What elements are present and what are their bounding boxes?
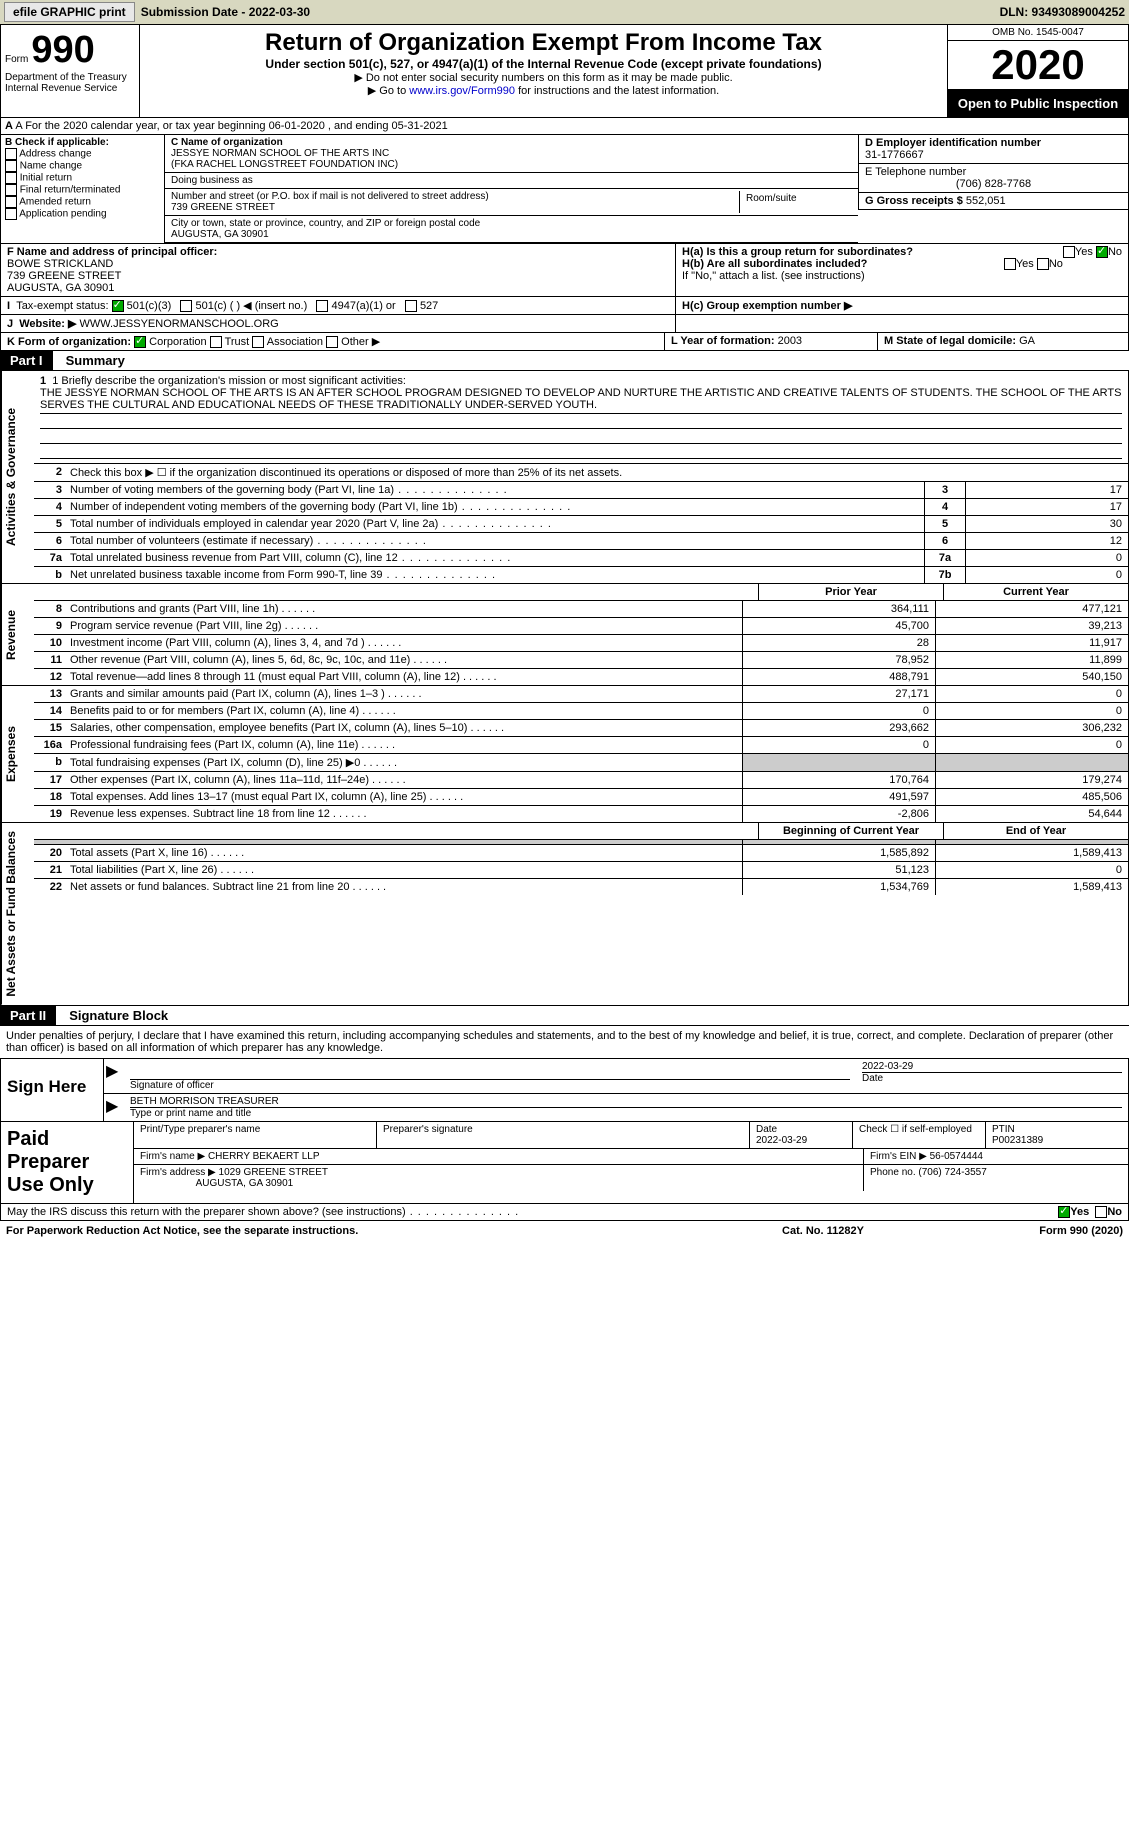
group-exemption: H(c) Group exemption number ▶ [676,297,1128,314]
row-a-period: A A For the 2020 calendar year, or tax y… [0,118,1129,135]
table-row: 10Investment income (Part VIII, column (… [34,635,1128,652]
table-row: 13Grants and similar amounts paid (Part … [34,686,1128,703]
title-sub3: ▶ Go to www.irs.gov/Form990 for instruct… [148,84,939,97]
table-row: 15Salaries, other compensation, employee… [34,720,1128,737]
sign-here-block: Sign Here ▶ Signature of officer 2022-03… [0,1059,1129,1122]
table-row: 19Revenue less expenses. Subtract line 1… [34,806,1128,822]
table-row: 11Other revenue (Part VIII, column (A), … [34,652,1128,669]
part-1-title: Summary [56,353,125,368]
department-label: Department of the Treasury Internal Reve… [5,72,135,94]
netassets-section: Net Assets or Fund Balances Beginning of… [0,823,1129,1006]
tax-year: 2020 [948,41,1128,90]
table-row: 12Total revenue—add lines 8 through 11 (… [34,669,1128,685]
table-row: 22Net assets or fund balances. Subtract … [34,879,1128,895]
year-formation: L Year of formation: 2003 [665,333,878,350]
governance-section: Activities & Governance 1 1 Briefly desc… [0,371,1129,584]
omb-number: OMB No. 1545-0047 [948,25,1128,41]
revenue-tab: Revenue [1,584,34,685]
tax-exempt-status: I Tax-exempt status: 501(c)(3) 501(c) ( … [1,297,676,314]
paid-preparer-block: Paid Preparer Use Only Print/Type prepar… [0,1122,1129,1204]
expenses-tab: Expenses [1,686,34,822]
return-title: Return of Organization Exempt From Incom… [148,29,939,57]
website-row: J Website: ▶ WWW.JESSYENORMANSCHOOL.ORG [1,315,676,332]
officer-box: F Name and address of principal officer:… [1,244,676,296]
submission-date: Submission Date - 2022-03-30 [141,5,310,19]
sign-here-label: Sign Here [1,1059,104,1121]
may-discuss-row: May the IRS discuss this return with the… [0,1204,1129,1221]
part-1-header: Part I [0,351,53,370]
form-header: Form 990 Department of the Treasury Inte… [0,24,1129,118]
top-toolbar: efile GRAPHIC print Submission Date - 20… [0,0,1129,24]
table-row: 18Total expenses. Add lines 13–17 (must … [34,789,1128,806]
signature-declaration: Under penalties of perjury, I declare th… [0,1026,1129,1059]
form-label: Form [5,54,28,65]
paid-preparer-label: Paid Preparer Use Only [1,1122,134,1203]
org-name-box: C Name of organization JESSYE NORMAN SCH… [165,135,858,173]
section-b-checks: B Check if applicable: Address change Na… [1,135,165,243]
gross-receipts-box: G Gross receipts $ 552,051 [858,193,1128,210]
dln-number: DLN: 93493089004252 [1000,5,1125,19]
page-footer: For Paperwork Reduction Act Notice, see … [0,1221,1129,1241]
table-row: 16aProfessional fundraising fees (Part I… [34,737,1128,754]
form-of-org: K Form of organization: Corporation Trus… [1,333,665,350]
title-sub2: ▶ Do not enter social security numbers o… [148,71,939,84]
h-questions: H(a) Is this a group return for subordin… [676,244,1128,296]
efile-button[interactable]: efile GRAPHIC print [4,2,135,22]
table-row: 8Contributions and grants (Part VIII, li… [34,601,1128,618]
dba-box: Doing business as [165,173,858,189]
mission-text: THE JESSYE NORMAN SCHOOL OF THE ARTS IS … [40,387,1122,414]
table-row: 17Other expenses (Part IX, column (A), l… [34,772,1128,789]
governance-tab: Activities & Governance [1,371,34,583]
table-row: 14Benefits paid to or for members (Part … [34,703,1128,720]
table-row: 21Total liabilities (Part X, line 26)51,… [34,862,1128,879]
city-box: City or town, state or province, country… [165,216,858,243]
expenses-section: Expenses 13Grants and similar amounts pa… [0,686,1129,823]
irs-link[interactable]: www.irs.gov/Form990 [409,85,515,97]
table-row: bTotal fundraising expenses (Part IX, co… [34,754,1128,772]
revenue-section: Revenue Prior YearCurrent Year 8Contribu… [0,584,1129,686]
part-2-header: Part II [0,1006,56,1025]
ein-box: D Employer identification number 31-1776… [858,135,1128,164]
telephone-box: E Telephone number (706) 828-7768 [858,164,1128,193]
title-sub1: Under section 501(c), 527, or 4947(a)(1)… [148,57,939,71]
table-row: 9Program service revenue (Part VIII, lin… [34,618,1128,635]
table-row: 20Total assets (Part X, line 16)1,585,89… [34,845,1128,862]
state-domicile: M State of legal domicile: GA [878,333,1128,350]
netassets-tab: Net Assets or Fund Balances [1,823,34,1005]
part-2-title: Signature Block [59,1008,168,1023]
public-inspection-badge: Open to Public Inspection [948,90,1128,117]
address-box: Number and street (or P.O. box if mail i… [165,189,858,216]
form-number: 990 [31,29,94,71]
